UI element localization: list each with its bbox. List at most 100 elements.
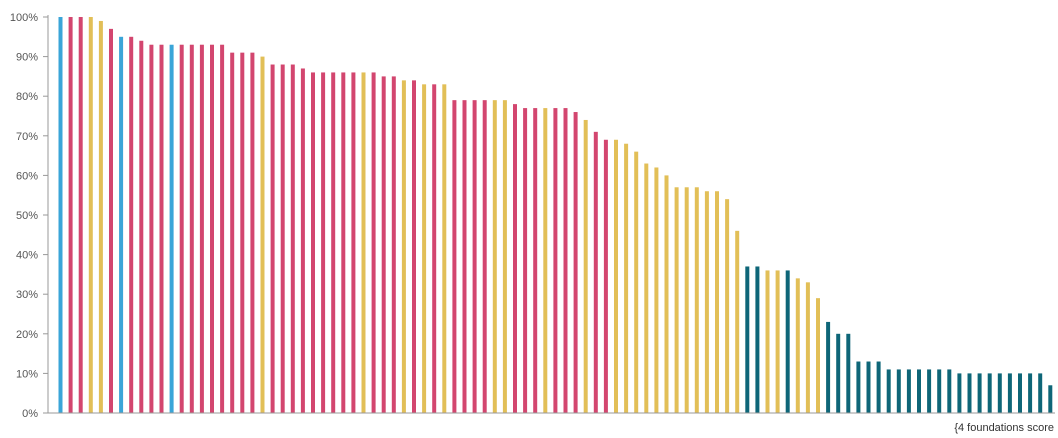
bar	[230, 52, 235, 413]
bar	[250, 52, 255, 413]
bar	[927, 369, 932, 413]
bar	[997, 373, 1002, 413]
bar	[351, 72, 356, 413]
bar	[795, 278, 800, 413]
bar	[462, 100, 467, 413]
bar	[684, 187, 689, 413]
bar	[422, 84, 427, 413]
bar	[391, 76, 396, 414]
bar	[846, 333, 851, 413]
bar	[290, 64, 295, 414]
bar	[906, 369, 911, 413]
bar	[644, 163, 649, 413]
bar	[240, 52, 245, 413]
bar	[169, 44, 174, 413]
y-tick-label: 80%	[16, 91, 38, 103]
bars	[58, 17, 1053, 414]
bar	[533, 108, 538, 413]
y-tick-label: 20%	[16, 329, 38, 341]
bar	[341, 72, 346, 413]
y-tick-label: 90%	[16, 52, 38, 64]
bar	[674, 187, 679, 413]
bar	[199, 44, 204, 413]
bar	[553, 108, 558, 413]
bar	[452, 100, 457, 413]
bar	[412, 80, 416, 414]
bar	[472, 100, 477, 413]
bar	[361, 72, 366, 413]
bar	[280, 64, 285, 414]
bar	[715, 191, 719, 413]
bar	[129, 36, 134, 414]
bar	[58, 17, 63, 413]
y-tick-label: 70%	[16, 131, 38, 143]
bar	[654, 167, 659, 413]
bar	[755, 266, 760, 413]
bar	[826, 321, 831, 413]
bar	[1007, 373, 1012, 413]
bar	[876, 361, 881, 413]
bar	[260, 56, 265, 413]
bar	[745, 266, 750, 413]
bar	[492, 100, 497, 413]
bar	[88, 17, 93, 413]
bar	[311, 72, 315, 413]
bar	[139, 40, 144, 413]
bar	[785, 270, 790, 413]
bar	[371, 72, 376, 413]
bar	[149, 44, 154, 413]
bar	[694, 187, 699, 413]
bar	[816, 298, 820, 413]
bar	[634, 151, 639, 413]
bar	[896, 369, 901, 413]
bar	[937, 369, 942, 413]
y-tick-label: 10%	[16, 368, 38, 380]
bar	[331, 72, 336, 413]
y-tick-label: 40%	[16, 250, 38, 262]
bar	[109, 28, 113, 413]
y-axis: 0% 10% 20% 30% 40% 50% 60% 70% 80% 90% 100%	[10, 12, 49, 420]
bar	[563, 108, 568, 413]
bar	[482, 100, 487, 413]
x-axis-label: {4 foundations score	[954, 422, 1054, 434]
y-tick-label: 60%	[16, 170, 38, 182]
bar	[775, 270, 780, 413]
bar	[432, 84, 437, 413]
bar	[886, 369, 891, 413]
bar	[947, 369, 952, 413]
bar	[78, 17, 83, 413]
bar	[210, 44, 214, 413]
bar	[119, 36, 124, 414]
bar	[98, 20, 103, 414]
bar	[836, 333, 841, 413]
bar	[189, 44, 194, 413]
bar	[725, 199, 730, 413]
bar	[381, 76, 386, 414]
bar	[593, 131, 598, 413]
bar	[159, 44, 164, 413]
bar	[805, 282, 810, 413]
bar	[977, 373, 982, 413]
bar	[765, 270, 770, 413]
bar	[270, 64, 275, 414]
bar	[513, 104, 517, 414]
bar	[321, 72, 326, 413]
bar	[1018, 373, 1022, 413]
bar	[543, 108, 548, 413]
bar	[179, 44, 184, 413]
bar	[1028, 373, 1033, 413]
bar	[583, 119, 588, 414]
bar	[614, 139, 618, 413]
bar	[442, 84, 447, 413]
bar	[300, 68, 305, 413]
bar	[1038, 373, 1043, 413]
bar	[735, 230, 740, 413]
bar	[866, 361, 871, 413]
bar	[957, 373, 962, 413]
y-tick-label: 50%	[16, 210, 38, 222]
bar	[401, 80, 406, 414]
bar	[502, 100, 507, 413]
bar	[1048, 385, 1053, 413]
